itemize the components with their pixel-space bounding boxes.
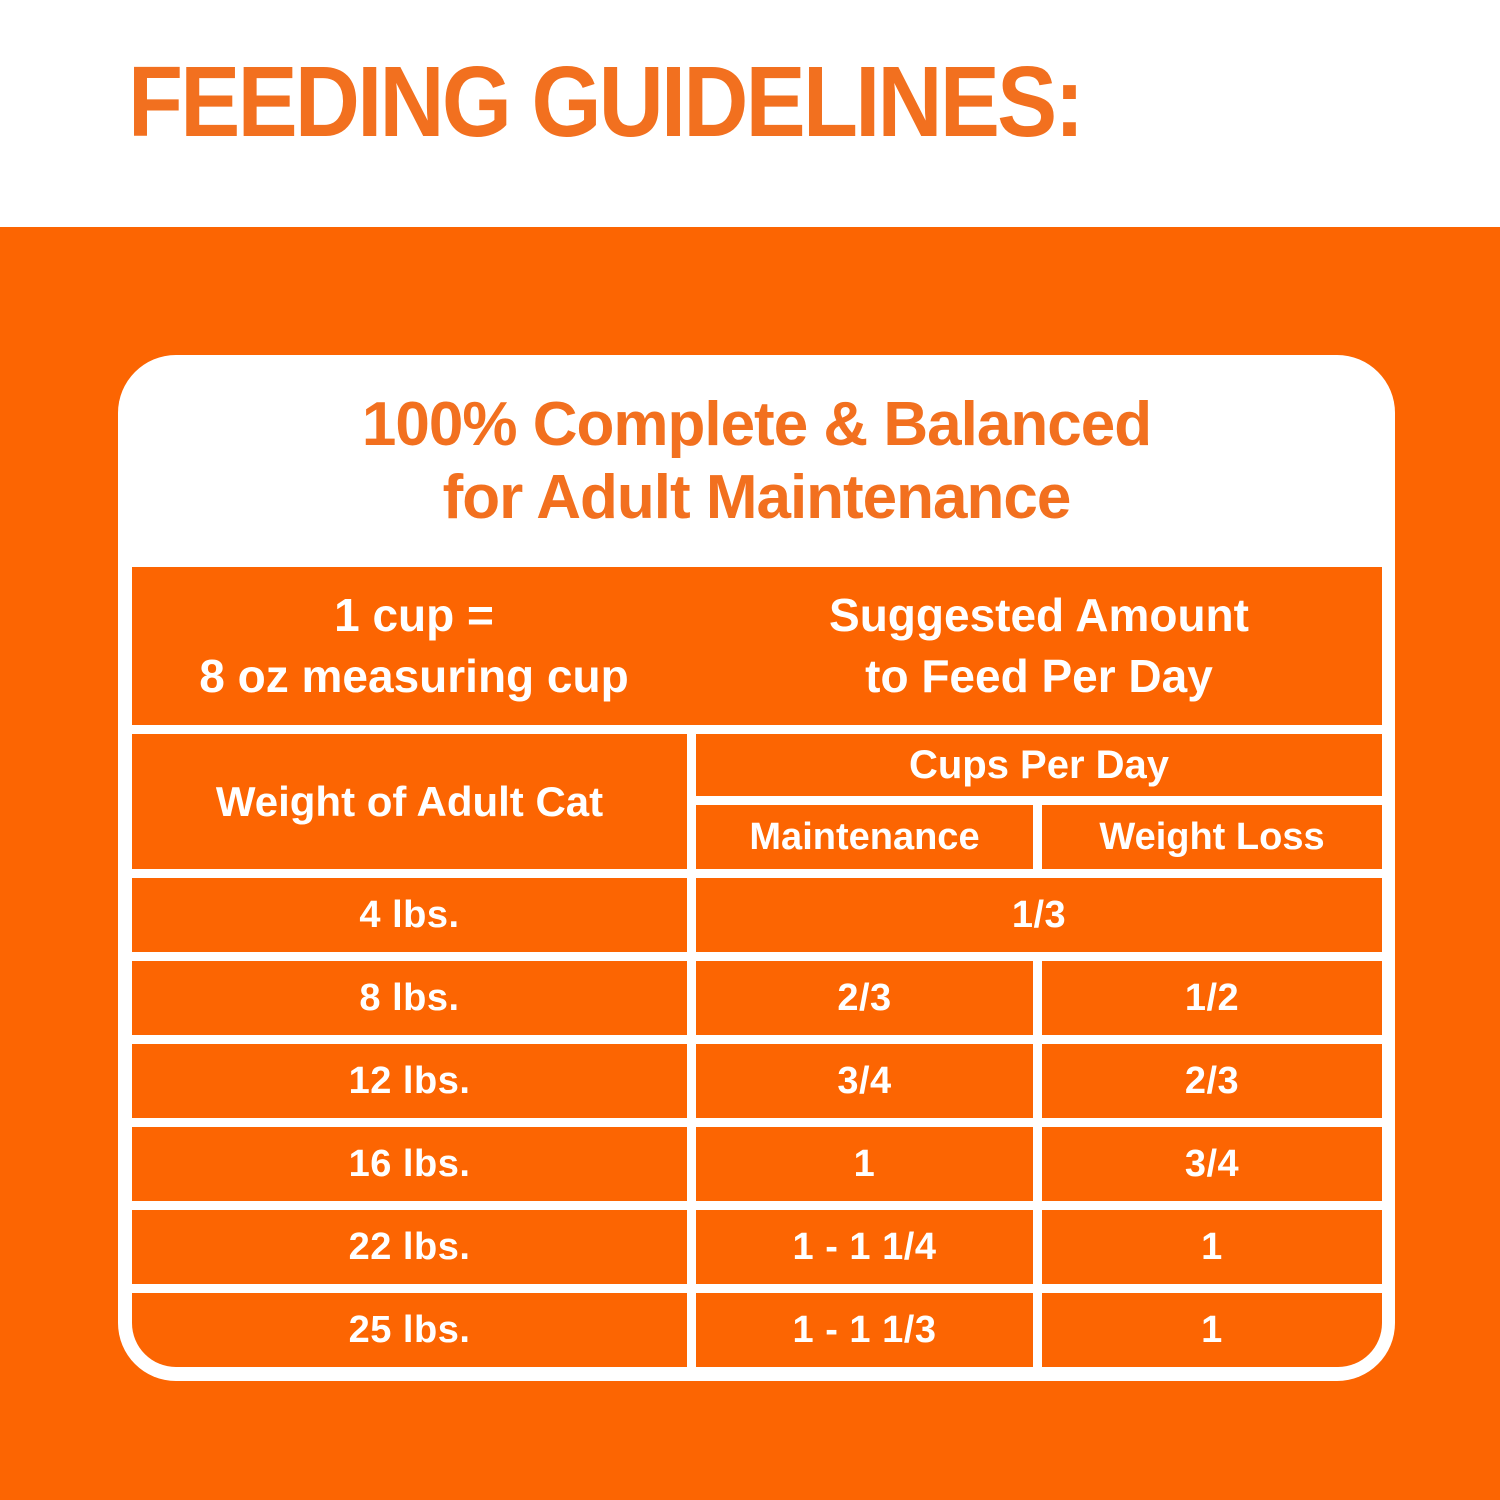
cup-note-line2: 8 oz measuring cup [199,650,629,702]
row-4lbs-amount: 1/3 [696,878,1382,952]
column-header-weight-loss: Weight Loss [1042,805,1382,869]
column-header-weight: Weight of Adult Cat [132,734,687,869]
row-12lbs-weight: 12 lbs. [132,1044,687,1118]
cup-note-line1: 1 cup = [334,589,494,642]
orange-background: 100% Complete & Balanced for Adult Maint… [0,227,1500,1500]
row-12lbs-weight-loss: 2/3 [1042,1044,1382,1118]
row-22lbs-maintenance: 1 - 1 1/4 [696,1210,1033,1284]
feeding-table: 1 cup = 8 oz measuring cup Suggested Amo… [132,567,1382,1367]
row-4lbs-weight: 4 lbs. [132,878,687,952]
row-16lbs-weight: 16 lbs. [132,1127,687,1201]
row-25lbs-weight-loss: 1 [1042,1293,1382,1367]
row-22lbs-weight-loss: 1 [1042,1210,1382,1284]
row-16lbs-weight-loss: 3/4 [1042,1127,1382,1201]
guidelines-card: 100% Complete & Balanced for Adult Maint… [118,355,1395,1381]
row-22lbs-weight: 22 lbs. [132,1210,687,1284]
card-heading: 100% Complete & Balanced for Adult Maint… [118,389,1395,534]
row-16lbs-maintenance: 1 [696,1127,1033,1201]
row-25lbs-weight: 25 lbs. [132,1293,687,1367]
card-heading-line1: 100% Complete & Balanced [361,390,1152,459]
column-header-cups-per-day: Cups Per Day [696,734,1382,796]
card-heading-line2: for Adult Maintenance [442,462,1072,532]
row-8lbs-weight: 8 lbs. [132,961,687,1035]
suggested-amount-line2: to Feed Per Day [865,650,1213,702]
row-25lbs-maintenance: 1 - 1 1/3 [696,1293,1033,1367]
suggested-amount-cell: Suggested Amount to Feed Per Day [696,585,1382,706]
table-header-band: 1 cup = 8 oz measuring cup Suggested Amo… [132,567,1382,725]
column-header-maintenance: Maintenance [696,805,1033,869]
row-8lbs-weight-loss: 1/2 [1042,961,1382,1035]
row-12lbs-maintenance: 3/4 [696,1044,1033,1118]
suggested-amount-line1: Suggested Amount [829,589,1249,642]
cup-note-cell: 1 cup = 8 oz measuring cup [132,585,696,706]
page-title: FEEDING GUIDELINES: [128,46,1084,158]
row-8lbs-maintenance: 2/3 [696,961,1033,1035]
